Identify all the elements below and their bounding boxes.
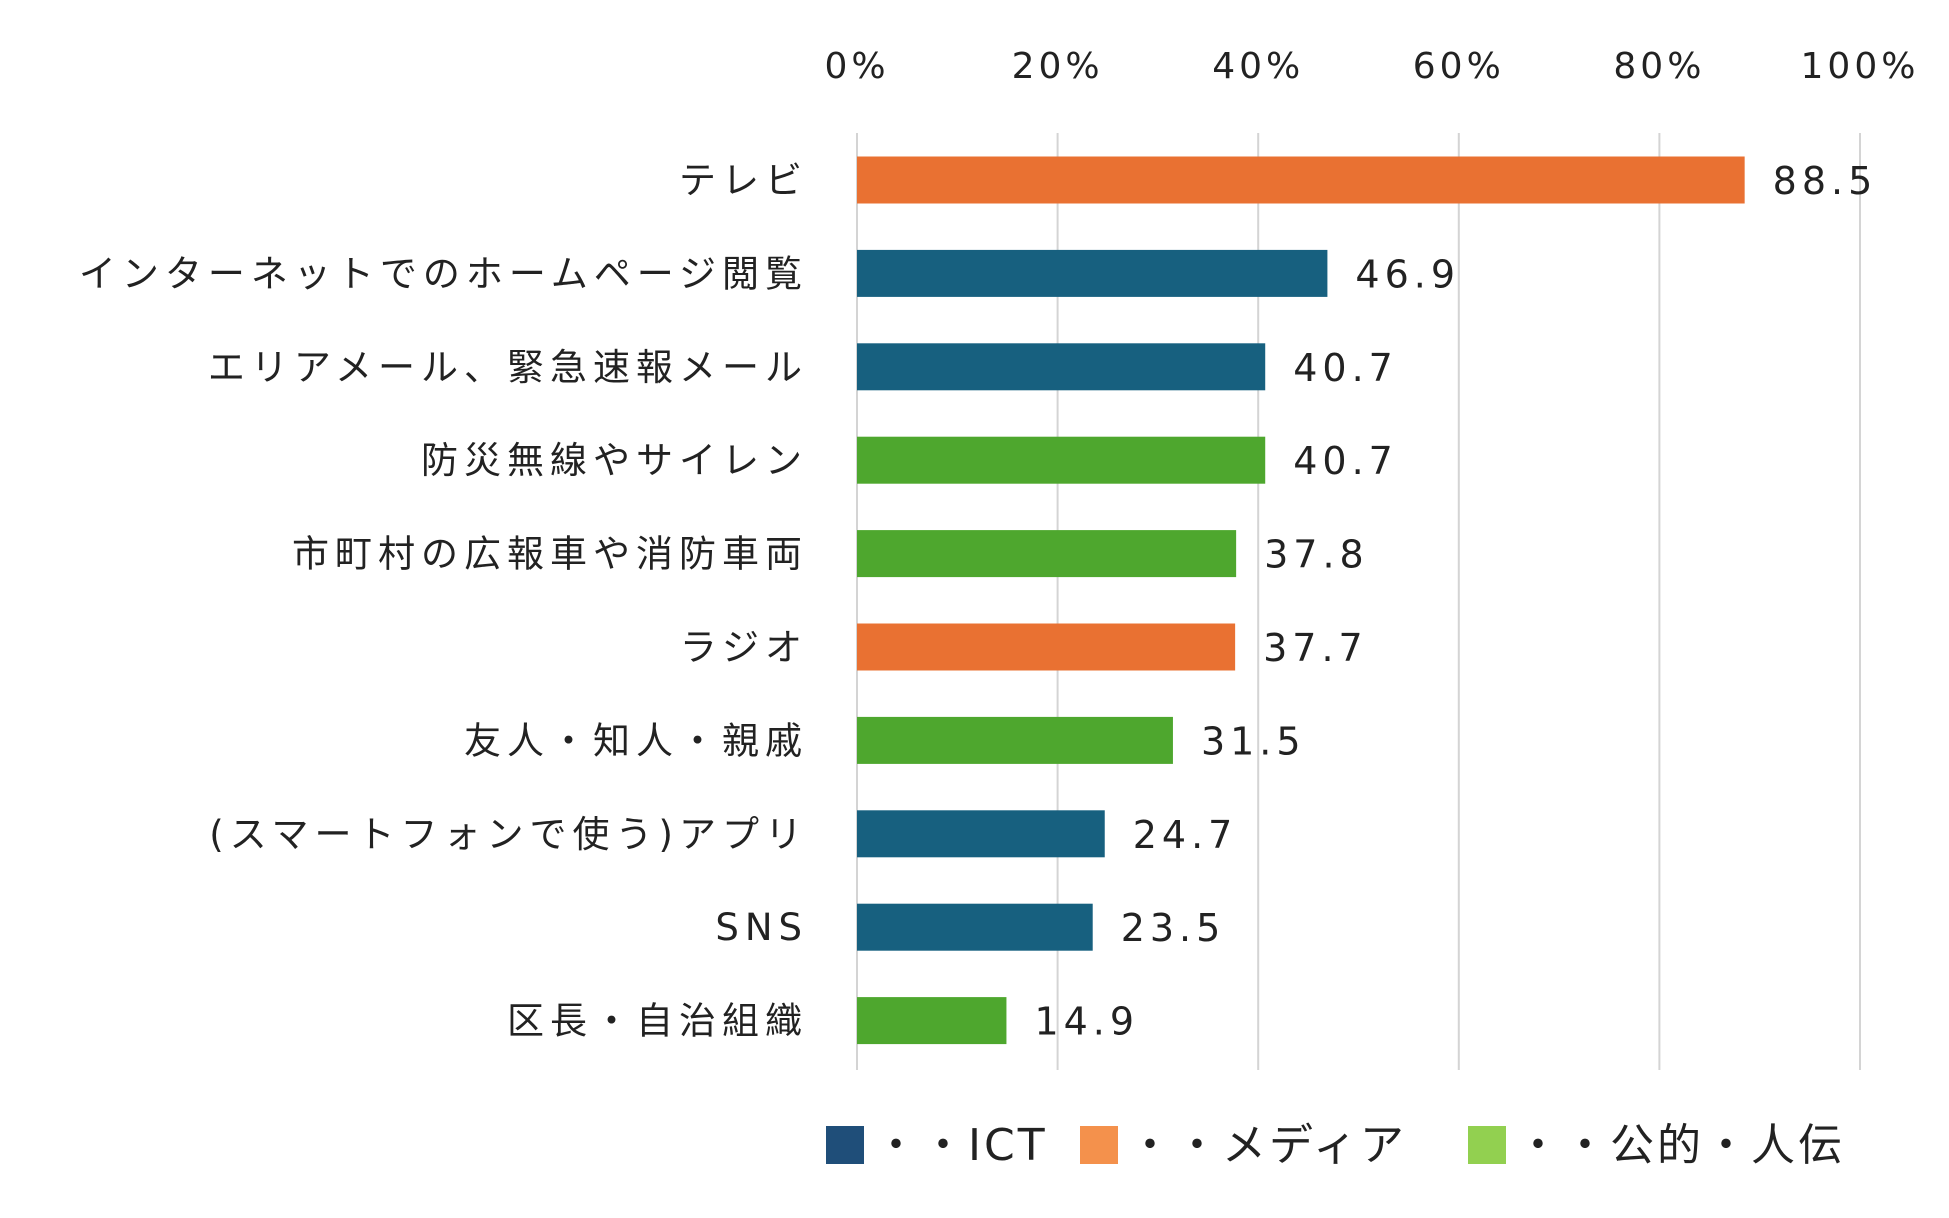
x-tick-label: 0%	[824, 46, 889, 87]
bar	[857, 716, 1173, 764]
legend-label: ・・ICT	[874, 1120, 1048, 1171]
legend-label: ・・公的・人伝	[1516, 1120, 1845, 1171]
bar	[857, 810, 1105, 858]
value-label: 23.5	[1121, 906, 1226, 950]
bar	[857, 156, 1745, 204]
category-labels: テレビインターネットでのホームページ閲覧エリアメール、緊急速報メール防災無線やサ…	[79, 159, 808, 1043]
value-label: 40.7	[1293, 346, 1398, 390]
bar	[857, 530, 1237, 578]
category-label: エリアメール、緊急速報メール	[208, 346, 808, 389]
category-label: 防災無線やサイレン	[421, 439, 808, 482]
x-axis-ticks: 0% 20% 40% 60% 80% 100%	[824, 46, 1920, 87]
category-label: ラジオ	[680, 626, 808, 669]
category-label: 友人・知人・親戚	[464, 719, 808, 762]
bar	[857, 249, 1328, 297]
value-label: 37.8	[1264, 533, 1369, 577]
legend: ・・ICT ・・メディア ・・公的・人伝	[826, 1120, 1845, 1171]
value-labels: 88.5 46.9 40.7 40.7 37.8 37.7 31.5 24.7 23.5 14.9	[1034, 159, 1878, 1044]
category-label: 市町村の広報車や消防車両	[292, 533, 808, 576]
legend-swatch	[1080, 1126, 1118, 1164]
bar	[857, 997, 1007, 1045]
category-label: SNS	[715, 906, 808, 949]
value-label: 14.9	[1034, 1000, 1139, 1044]
value-label: 46.9	[1355, 252, 1460, 296]
category-label: (スマートフォンで使う)アプリ	[209, 813, 808, 856]
value-label: 31.5	[1201, 719, 1306, 763]
x-tick-label: 20%	[1012, 46, 1104, 87]
legend-swatch	[1468, 1126, 1506, 1164]
legend-swatch	[826, 1126, 864, 1164]
x-tick-label: 60%	[1413, 46, 1505, 87]
x-tick-label: 80%	[1613, 46, 1705, 87]
bars	[857, 156, 1745, 1045]
value-label: 24.7	[1133, 813, 1238, 857]
value-label: 40.7	[1293, 439, 1398, 483]
category-label: テレビ	[679, 159, 808, 202]
bar	[857, 436, 1266, 484]
value-label: 88.5	[1773, 159, 1878, 203]
bar	[857, 903, 1093, 951]
category-label: 区長・自治組織	[507, 1000, 808, 1043]
legend-label: ・・メディア	[1128, 1120, 1407, 1171]
x-tick-label: 40%	[1212, 46, 1304, 87]
bar	[857, 343, 1266, 391]
category-label: インターネットでのホームページ閲覧	[79, 252, 808, 295]
x-tick-label: 100%	[1801, 46, 1920, 87]
bar	[857, 623, 1236, 671]
value-label: 37.7	[1263, 626, 1368, 670]
